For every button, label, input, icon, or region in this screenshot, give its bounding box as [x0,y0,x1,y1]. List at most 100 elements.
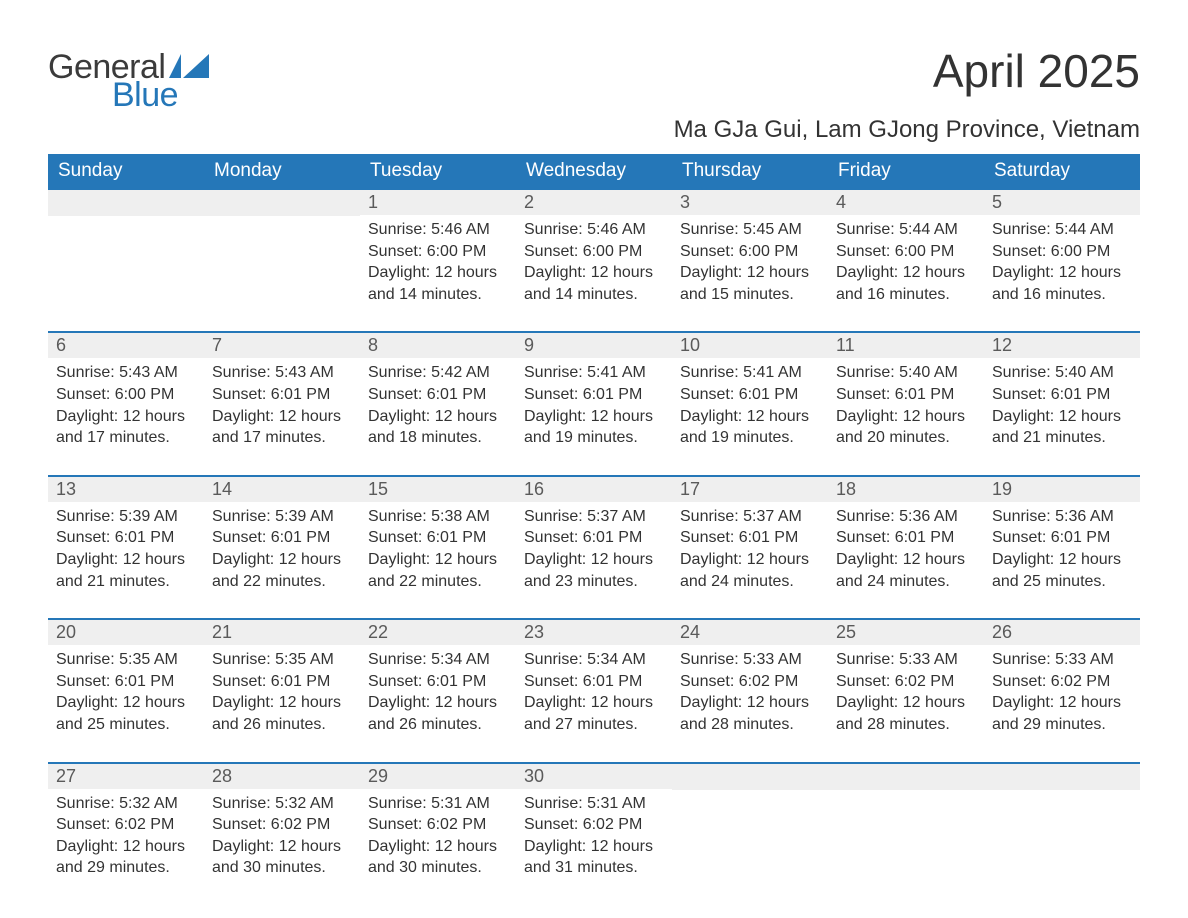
sunrise-text: Sunrise: 5:33 AM [680,649,820,671]
day-number: 21 [204,620,360,645]
sunrise-text: Sunrise: 5:46 AM [368,219,508,241]
week-row: 13Sunrise: 5:39 AMSunset: 6:01 PMDayligh… [48,476,1140,619]
calendar-cell: 14Sunrise: 5:39 AMSunset: 6:01 PMDayligh… [204,476,360,619]
day-body: Sunrise: 5:45 AMSunset: 6:00 PMDaylight:… [672,215,828,331]
daylight-text: Daylight: 12 hours and 31 minutes. [524,836,664,879]
sunrise-text: Sunrise: 5:33 AM [836,649,976,671]
daylight-text: Daylight: 12 hours and 27 minutes. [524,692,664,735]
day-body: Sunrise: 5:44 AMSunset: 6:00 PMDaylight:… [984,215,1140,331]
day-body: Sunrise: 5:33 AMSunset: 6:02 PMDaylight:… [984,645,1140,761]
daylight-text: Daylight: 12 hours and 14 minutes. [368,262,508,305]
daylight-text: Daylight: 12 hours and 30 minutes. [368,836,508,879]
day-number: 13 [48,477,204,502]
daylight-text: Daylight: 12 hours and 29 minutes. [56,836,196,879]
calendar-cell: 9Sunrise: 5:41 AMSunset: 6:01 PMDaylight… [516,332,672,475]
sunset-text: Sunset: 6:01 PM [368,527,508,549]
sunset-text: Sunset: 6:01 PM [212,671,352,693]
sunrise-text: Sunrise: 5:41 AM [680,362,820,384]
sunset-text: Sunset: 6:01 PM [212,384,352,406]
day-body: Sunrise: 5:35 AMSunset: 6:01 PMDaylight:… [204,645,360,761]
daylight-text: Daylight: 12 hours and 28 minutes. [836,692,976,735]
daylight-text: Daylight: 12 hours and 22 minutes. [212,549,352,592]
daylight-text: Daylight: 12 hours and 24 minutes. [836,549,976,592]
day-number: 1 [360,190,516,215]
sunset-text: Sunset: 6:01 PM [524,671,664,693]
day-header: Sunday [48,154,204,189]
sunset-text: Sunset: 6:01 PM [680,527,820,549]
day-body [672,790,828,890]
header: General Blue April 2025 [48,20,1140,112]
sunrise-text: Sunrise: 5:31 AM [524,793,664,815]
day-body: Sunrise: 5:34 AMSunset: 6:01 PMDaylight:… [360,645,516,761]
day-number: 11 [828,333,984,358]
day-body: Sunrise: 5:38 AMSunset: 6:01 PMDaylight:… [360,502,516,618]
sunset-text: Sunset: 6:01 PM [212,527,352,549]
daylight-text: Daylight: 12 hours and 25 minutes. [992,549,1132,592]
day-number: 29 [360,764,516,789]
calendar-cell: 27Sunrise: 5:32 AMSunset: 6:02 PMDayligh… [48,763,204,905]
day-header: Wednesday [516,154,672,189]
daylight-text: Daylight: 12 hours and 16 minutes. [992,262,1132,305]
day-body: Sunrise: 5:31 AMSunset: 6:02 PMDaylight:… [516,789,672,905]
day-number: 8 [360,333,516,358]
logo-text-blue: Blue [112,78,209,112]
day-body: Sunrise: 5:36 AMSunset: 6:01 PMDaylight:… [828,502,984,618]
daylight-text: Daylight: 12 hours and 17 minutes. [212,406,352,449]
daylight-text: Daylight: 12 hours and 14 minutes. [524,262,664,305]
day-number: 10 [672,333,828,358]
sunrise-text: Sunrise: 5:43 AM [56,362,196,384]
day-body: Sunrise: 5:33 AMSunset: 6:02 PMDaylight:… [672,645,828,761]
day-body [204,216,360,316]
sunrise-text: Sunrise: 5:39 AM [212,506,352,528]
calendar-cell: 23Sunrise: 5:34 AMSunset: 6:01 PMDayligh… [516,619,672,762]
daylight-text: Daylight: 12 hours and 26 minutes. [368,692,508,735]
sunset-text: Sunset: 6:01 PM [836,527,976,549]
daylight-text: Daylight: 12 hours and 23 minutes. [524,549,664,592]
day-body: Sunrise: 5:39 AMSunset: 6:01 PMDaylight:… [204,502,360,618]
day-number: 23 [516,620,672,645]
day-number: 22 [360,620,516,645]
sunset-text: Sunset: 6:00 PM [368,241,508,263]
sunrise-text: Sunrise: 5:41 AM [524,362,664,384]
day-number: 24 [672,620,828,645]
day-number: 14 [204,477,360,502]
calendar-cell: 20Sunrise: 5:35 AMSunset: 6:01 PMDayligh… [48,619,204,762]
day-number: 3 [672,190,828,215]
sunset-text: Sunset: 6:01 PM [680,384,820,406]
day-number [984,764,1140,790]
day-number: 19 [984,477,1140,502]
calendar-cell: 28Sunrise: 5:32 AMSunset: 6:02 PMDayligh… [204,763,360,905]
sunset-text: Sunset: 6:01 PM [992,527,1132,549]
calendar-cell: 16Sunrise: 5:37 AMSunset: 6:01 PMDayligh… [516,476,672,619]
day-number: 5 [984,190,1140,215]
calendar-cell: 30Sunrise: 5:31 AMSunset: 6:02 PMDayligh… [516,763,672,905]
sunset-text: Sunset: 6:01 PM [368,671,508,693]
day-body: Sunrise: 5:44 AMSunset: 6:00 PMDaylight:… [828,215,984,331]
daylight-text: Daylight: 12 hours and 22 minutes. [368,549,508,592]
daylight-text: Daylight: 12 hours and 21 minutes. [56,549,196,592]
day-body: Sunrise: 5:37 AMSunset: 6:01 PMDaylight:… [672,502,828,618]
day-header-row: SundayMondayTuesdayWednesdayThursdayFrid… [48,154,1140,189]
sunset-text: Sunset: 6:02 PM [836,671,976,693]
day-body: Sunrise: 5:40 AMSunset: 6:01 PMDaylight:… [828,358,984,474]
sunset-text: Sunset: 6:01 PM [524,527,664,549]
sunrise-text: Sunrise: 5:37 AM [524,506,664,528]
day-body: Sunrise: 5:34 AMSunset: 6:01 PMDaylight:… [516,645,672,761]
week-row: 27Sunrise: 5:32 AMSunset: 6:02 PMDayligh… [48,763,1140,905]
day-body: Sunrise: 5:46 AMSunset: 6:00 PMDaylight:… [516,215,672,331]
calendar-cell: 19Sunrise: 5:36 AMSunset: 6:01 PMDayligh… [984,476,1140,619]
sunset-text: Sunset: 6:02 PM [680,671,820,693]
day-number: 15 [360,477,516,502]
day-body: Sunrise: 5:32 AMSunset: 6:02 PMDaylight:… [48,789,204,905]
calendar-cell: 26Sunrise: 5:33 AMSunset: 6:02 PMDayligh… [984,619,1140,762]
day-number: 27 [48,764,204,789]
day-number [828,764,984,790]
daylight-text: Daylight: 12 hours and 28 minutes. [680,692,820,735]
daylight-text: Daylight: 12 hours and 29 minutes. [992,692,1132,735]
day-number: 7 [204,333,360,358]
daylight-text: Daylight: 12 hours and 26 minutes. [212,692,352,735]
calendar-cell: 25Sunrise: 5:33 AMSunset: 6:02 PMDayligh… [828,619,984,762]
sunrise-text: Sunrise: 5:31 AM [368,793,508,815]
calendar-cell [984,763,1140,905]
day-body: Sunrise: 5:39 AMSunset: 6:01 PMDaylight:… [48,502,204,618]
